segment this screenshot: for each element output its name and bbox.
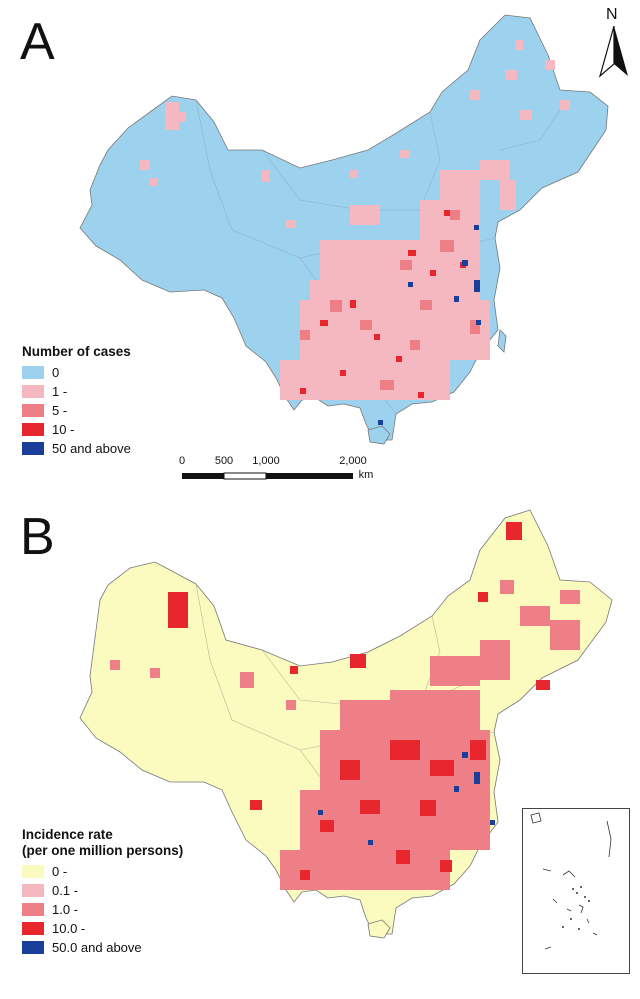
legend-swatch — [22, 922, 44, 935]
legend-swatch — [22, 941, 44, 954]
legend-label: 0.1 - — [52, 883, 79, 898]
legend-swatch — [22, 423, 44, 436]
panel-b-letter: B — [20, 508, 55, 566]
inset-islands — [530, 812, 612, 950]
legend-label: 1 - — [52, 384, 68, 399]
legend-label: 50.0 and above — [52, 940, 142, 955]
panel-a-case-map: A N Number of cases 0 1 - 5 - 10 - 50 an… — [0, 0, 640, 495]
scale-tick-label: 1,000 — [252, 455, 280, 467]
scale-tick-label: 0 — [178, 455, 186, 467]
scale-bar-graphic — [182, 472, 353, 480]
legend-item: 0.1 - — [22, 881, 183, 900]
scale-tick-label: 2,000 — [339, 455, 367, 467]
scale-unit: km — [358, 469, 374, 481]
legend-item: 50 and above — [22, 439, 131, 458]
legend-incidence: Incidence rate (per one million persons)… — [22, 827, 183, 957]
legend-item: 10 - — [22, 420, 131, 439]
legend-label: 10.0 - — [52, 921, 86, 936]
scale-bar: 0 500 1,000 2,000 km — [178, 455, 378, 485]
legend-swatch — [22, 385, 44, 398]
legend-title: Number of cases — [22, 344, 131, 359]
north-arrow-icon — [598, 25, 628, 78]
north-arrow: N — [596, 6, 632, 78]
south-china-sea-inset — [522, 808, 630, 974]
legend-swatch — [22, 404, 44, 417]
legend-label: 5 - — [52, 403, 68, 418]
north-label: N — [606, 6, 618, 23]
legend-swatch — [22, 903, 44, 916]
legend-label: 1.0 - — [52, 902, 79, 917]
china-case-count-map — [79, 14, 609, 445]
legend-label: 10 - — [52, 422, 75, 437]
legend-swatch — [22, 366, 44, 379]
legend-item: 50.0 and above — [22, 938, 183, 957]
legend-label: 0 — [52, 365, 60, 380]
china-incidence-map — [79, 509, 613, 939]
hainan-island — [367, 425, 391, 445]
hainan-island — [367, 919, 391, 939]
legend-item: 1.0 - — [22, 900, 183, 919]
legend-swatch — [22, 865, 44, 878]
legend-title: Incidence rate (per one million persons) — [22, 827, 184, 858]
legend-swatch — [22, 884, 44, 897]
legend-label: 0 - — [52, 864, 68, 879]
legend-item: 5 - — [22, 401, 131, 420]
case-count-patches — [140, 40, 570, 425]
panel-b-incidence-map: B Incidence rate (per one million person… — [0, 495, 640, 999]
legend-item: 0 — [22, 363, 131, 382]
legend-cases: Number of cases 0 1 - 5 - 10 - 50 and ab… — [22, 344, 131, 458]
legend-item: 0 - — [22, 862, 183, 881]
legend-item: 1 - — [22, 382, 131, 401]
taiwan-island — [497, 329, 507, 353]
incidence-patches — [110, 522, 580, 890]
panel-a-letter: A — [20, 13, 55, 71]
legend-item: 10.0 - — [22, 919, 183, 938]
legend-swatch — [22, 442, 44, 455]
scale-tick-label: 500 — [214, 455, 234, 467]
legend-label: 50 and above — [52, 441, 131, 456]
